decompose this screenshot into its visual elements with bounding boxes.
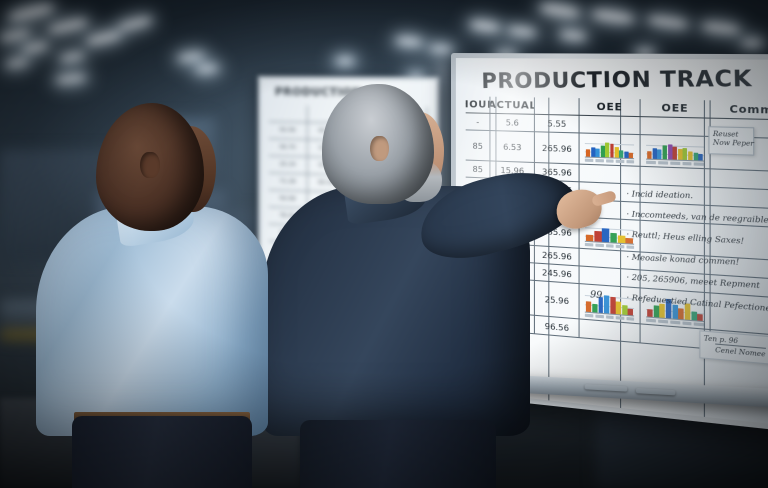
chart-bar bbox=[586, 301, 591, 312]
chart-bars bbox=[586, 141, 633, 158]
column-header-0: HOUR bbox=[466, 96, 491, 113]
cell-hour-0: - bbox=[466, 113, 491, 130]
cell-target-1: 6.53 bbox=[491, 131, 535, 162]
cell-actual-6: 265.96 bbox=[535, 246, 580, 265]
background-table-cell bbox=[269, 105, 307, 122]
chart-bar bbox=[610, 233, 617, 243]
cell-oee1-1 bbox=[580, 133, 641, 165]
chart-bar bbox=[602, 228, 609, 242]
person-foreground-ear bbox=[140, 152, 160, 178]
column-header-3: OEE bbox=[641, 99, 711, 117]
handwritten-notes: · Incid ideation. · Inccomteeds, van de r… bbox=[627, 187, 768, 328]
handwritten-note-4: · 205, 265906, meeet Repment bbox=[626, 272, 768, 293]
column-header-1: ACTUAL bbox=[491, 97, 535, 114]
chart-bar bbox=[596, 148, 600, 157]
cell-oee2-0 bbox=[641, 117, 711, 136]
cell-hour-2: 85 bbox=[466, 161, 491, 178]
handwritten-note-2: · Reuttl; Heus elling Saxes! bbox=[626, 229, 768, 250]
background-table-cell: 55.56 bbox=[269, 122, 307, 139]
handwritten-note-0: · Incid ideation. bbox=[626, 189, 768, 204]
chart-bar bbox=[600, 145, 604, 157]
background-table-cell: 71.28 bbox=[269, 173, 307, 190]
chart-bar bbox=[586, 149, 590, 157]
cell-oee2-1 bbox=[641, 135, 711, 168]
chart-bar bbox=[610, 297, 615, 314]
chart-bar bbox=[610, 144, 614, 158]
cell-bottom-oee1-1 bbox=[580, 320, 641, 343]
page-title: PRODUCTION TRACK bbox=[481, 65, 752, 93]
chart-bar bbox=[657, 150, 661, 159]
chart-bar bbox=[678, 149, 682, 160]
oee-bar-chart bbox=[582, 135, 637, 165]
cell-oee1-0 bbox=[580, 116, 641, 134]
chart-bar bbox=[591, 147, 595, 157]
red-marker[interactable] bbox=[585, 384, 628, 392]
cell-actual-7: 245.96 bbox=[535, 264, 580, 284]
column-header-2: OEE bbox=[580, 98, 641, 116]
cell-bottom-actual-1: 96.56 bbox=[535, 316, 580, 337]
cell-actual-1: 265.96 bbox=[535, 132, 580, 163]
column-header-4: Comme bbox=[711, 100, 768, 119]
blue-marker-2[interactable] bbox=[636, 388, 675, 395]
cell-oee1-2 bbox=[580, 165, 641, 184]
chart-bar bbox=[673, 147, 677, 160]
chart-bar bbox=[652, 148, 656, 159]
person-foreground-legs bbox=[72, 416, 252, 488]
cell-oee2-2 bbox=[641, 167, 711, 187]
chart-bar bbox=[615, 146, 619, 157]
chart-bar bbox=[683, 148, 687, 160]
factory-scene: PRODUCTION G 55.5643.3192.1837.4056.7013… bbox=[0, 0, 768, 488]
chart-bar bbox=[594, 231, 601, 242]
handwritten-note-5: · Refeduestied Catinal Pefectioness bbox=[626, 292, 768, 316]
oee-bar-chart bbox=[643, 136, 708, 167]
side-mark: 99 bbox=[590, 290, 602, 301]
chart-bar bbox=[693, 153, 698, 161]
cell-bottom-actual-0: 25.96 bbox=[535, 281, 580, 319]
person-pointing-ear bbox=[370, 136, 389, 161]
person-pointing-legs bbox=[300, 420, 496, 488]
handwritten-note-3: · Meoasle konad commen! bbox=[626, 252, 768, 270]
chart-bar bbox=[662, 145, 666, 159]
chart-bar bbox=[668, 145, 672, 160]
chart-bar bbox=[688, 152, 693, 161]
chart-tick-labels bbox=[585, 158, 634, 165]
chart-bar bbox=[604, 295, 609, 314]
background-table-cell: 50.08 bbox=[269, 190, 307, 207]
handwritten-note-1: · Inccomteeds, van de reegraible ratiug. bbox=[626, 209, 768, 227]
note-card-line: Now Peper bbox=[713, 138, 750, 148]
background-table-cell: 56.70 bbox=[269, 139, 307, 156]
cell-hour-1: 85 bbox=[466, 130, 491, 160]
background-table-cell: 25.24 bbox=[269, 156, 307, 173]
column-header-spacer bbox=[535, 97, 580, 114]
chart-bar bbox=[616, 302, 621, 315]
cell-actual-0: 5.55 bbox=[535, 115, 580, 133]
cell-target-0: 5.6 bbox=[491, 114, 535, 131]
note-card[interactable]: Ten p. 96 Cenel Nomee bbox=[699, 330, 768, 364]
chart-bar bbox=[605, 142, 609, 157]
chart-bars bbox=[647, 143, 703, 161]
note-card[interactable]: Reuset Now Peper bbox=[708, 126, 754, 155]
